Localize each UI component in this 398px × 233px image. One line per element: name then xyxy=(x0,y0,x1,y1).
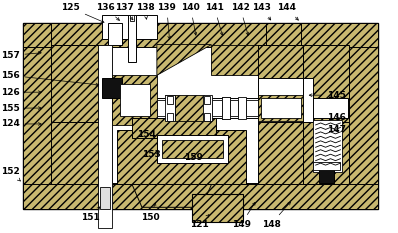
Bar xyxy=(23,23,378,209)
Bar xyxy=(258,122,303,185)
Text: 156: 156 xyxy=(1,71,99,86)
Text: 153: 153 xyxy=(142,150,161,159)
Bar xyxy=(51,45,301,183)
Bar xyxy=(205,96,211,104)
Text: 145: 145 xyxy=(309,91,346,100)
Bar xyxy=(348,23,378,209)
Polygon shape xyxy=(157,45,211,75)
Text: 159: 159 xyxy=(184,153,203,162)
Text: 124: 124 xyxy=(0,120,41,128)
Text: 136: 136 xyxy=(96,3,119,20)
Text: 142: 142 xyxy=(231,3,250,35)
Bar xyxy=(162,140,223,158)
Bar xyxy=(112,98,348,118)
Bar xyxy=(258,95,303,121)
Bar xyxy=(205,113,211,121)
Bar xyxy=(230,100,238,116)
Text: 141: 141 xyxy=(205,3,224,35)
Bar xyxy=(167,96,173,104)
Bar xyxy=(128,15,136,62)
Bar xyxy=(238,97,246,119)
Bar xyxy=(23,23,378,47)
Bar xyxy=(319,166,334,183)
Text: 125: 125 xyxy=(61,3,104,22)
Bar xyxy=(258,78,303,122)
Bar xyxy=(120,84,150,116)
Text: 126: 126 xyxy=(1,88,41,97)
Bar xyxy=(222,97,230,119)
Bar xyxy=(102,78,122,98)
Bar xyxy=(313,120,342,171)
Text: 148: 148 xyxy=(261,202,291,229)
Text: 143: 143 xyxy=(252,3,271,20)
Bar xyxy=(213,100,222,116)
Polygon shape xyxy=(132,185,211,207)
Bar xyxy=(112,75,157,125)
Bar xyxy=(100,188,110,209)
Bar xyxy=(313,162,340,170)
Text: 154: 154 xyxy=(137,130,156,139)
Text: 137: 137 xyxy=(115,3,134,20)
Bar xyxy=(102,15,157,39)
Text: 121: 121 xyxy=(190,215,209,229)
Bar xyxy=(165,95,175,121)
Text: 138: 138 xyxy=(136,3,154,19)
Bar xyxy=(303,122,349,185)
Bar xyxy=(301,45,311,183)
Text: 146: 146 xyxy=(327,113,346,123)
Bar xyxy=(266,45,301,75)
Text: 151: 151 xyxy=(81,207,100,222)
Bar xyxy=(303,45,349,122)
Text: 152: 152 xyxy=(1,167,20,181)
Polygon shape xyxy=(132,118,217,138)
Bar xyxy=(51,23,108,45)
Bar xyxy=(51,45,102,122)
Text: 139: 139 xyxy=(157,3,176,39)
Bar xyxy=(98,45,112,228)
Bar xyxy=(258,45,303,122)
Polygon shape xyxy=(211,45,266,75)
Text: 140: 140 xyxy=(181,3,200,35)
Text: 157: 157 xyxy=(0,51,41,60)
Bar xyxy=(203,95,213,121)
Text: 155: 155 xyxy=(1,103,41,113)
Bar xyxy=(266,23,301,45)
Text: 149: 149 xyxy=(232,202,255,229)
Bar xyxy=(23,23,53,209)
Text: 144: 144 xyxy=(277,3,298,20)
Bar xyxy=(175,95,205,121)
Text: 147: 147 xyxy=(327,125,346,134)
Bar xyxy=(130,15,134,21)
Bar xyxy=(167,113,173,121)
Bar xyxy=(303,78,313,122)
Bar xyxy=(108,23,122,45)
Text: 150: 150 xyxy=(140,203,159,222)
Bar xyxy=(51,122,102,185)
Bar xyxy=(157,100,167,116)
Bar xyxy=(157,135,228,163)
Bar xyxy=(246,100,258,116)
Bar xyxy=(117,130,246,185)
Bar xyxy=(23,185,378,209)
Bar xyxy=(191,194,243,222)
Bar xyxy=(261,98,301,118)
